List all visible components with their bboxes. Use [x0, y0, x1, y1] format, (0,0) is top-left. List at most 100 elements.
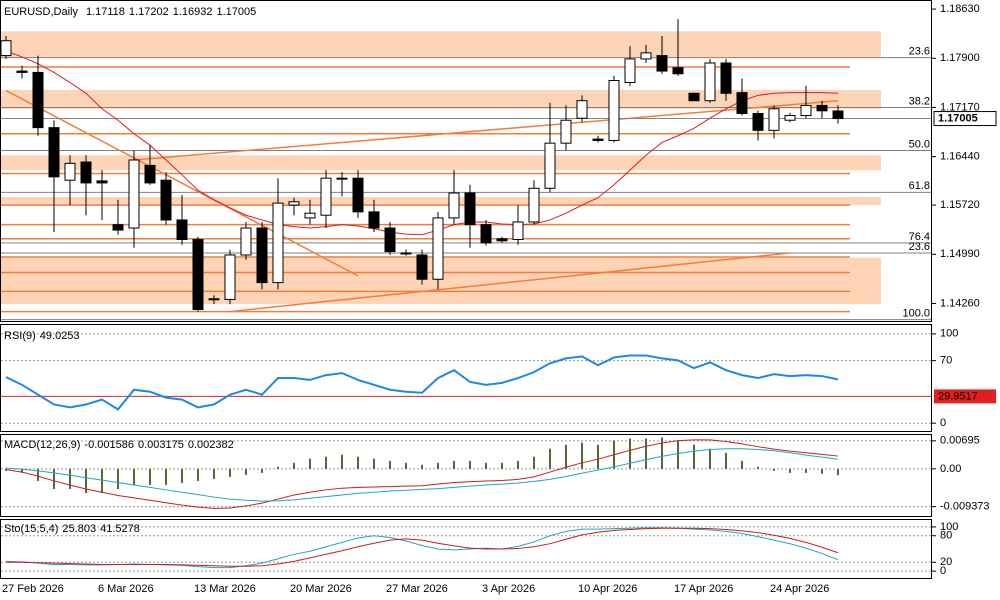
y-tick-label: -0.009373	[940, 501, 990, 513]
symbol: EURUSD,Daily	[4, 6, 78, 18]
candle-body	[464, 192, 476, 226]
candle-body	[624, 58, 636, 84]
histogram-bar	[485, 462, 487, 469]
candle-body	[128, 159, 140, 229]
candle-body	[512, 221, 524, 240]
y-tick-label: 0	[940, 417, 946, 429]
level-label: 29.9517	[938, 390, 978, 402]
main-frame	[0, 0, 932, 322]
candle-body	[704, 62, 716, 102]
candle-body	[592, 138, 604, 141]
histogram-bar	[181, 468, 183, 483]
candle-body	[496, 238, 508, 242]
candle-body	[288, 201, 300, 206]
macd-name: MACD(12,26,9)	[4, 439, 80, 451]
fib-label: 76.4	[909, 231, 930, 243]
histogram-bar	[85, 468, 87, 494]
y-tick-label: 1.18630	[940, 3, 980, 15]
zone	[1, 155, 881, 171]
histogram-bar	[773, 468, 775, 471]
candle-body	[192, 238, 204, 311]
candle-body	[560, 119, 572, 144]
histogram-bar	[517, 460, 519, 469]
histogram-bar	[293, 462, 295, 469]
candle-body	[432, 217, 444, 280]
sto-signal-value: 41.5278	[100, 523, 140, 535]
zone	[1, 31, 881, 58]
histogram-bar	[197, 468, 199, 481]
candle-body	[752, 113, 764, 131]
candle-body	[448, 192, 460, 219]
candle-body	[80, 161, 92, 184]
y-tick-label: 1.17900	[940, 52, 980, 64]
y-tick-label: 1.15720	[940, 199, 980, 211]
histogram-bar	[805, 468, 807, 473]
fib-label: 61.8	[909, 180, 930, 192]
candle-body	[16, 70, 28, 73]
candle-body	[784, 115, 796, 121]
histogram-bar	[165, 468, 167, 485]
histogram-bar	[645, 438, 647, 469]
candle-body	[64, 162, 76, 181]
histogram-bar	[101, 468, 103, 494]
candle-body	[608, 79, 620, 141]
histogram-bar	[261, 468, 263, 473]
histogram-bar	[53, 468, 55, 489]
candle-body	[768, 108, 780, 131]
histogram-bar	[357, 456, 359, 469]
histogram-bar	[581, 442, 583, 469]
fib-label: 50.0	[909, 138, 930, 150]
candle-body	[384, 227, 396, 253]
fib-label: 23.6	[909, 241, 930, 253]
histogram-bar	[133, 468, 135, 485]
histogram-bar	[421, 464, 423, 469]
x-tick-label: 27 Mar 2026	[386, 583, 448, 595]
x-tick-label: 20 Mar 2026	[290, 583, 352, 595]
histogram-bar	[789, 468, 791, 473]
fib-label: 23.6	[909, 45, 930, 57]
histogram-bar	[661, 437, 663, 469]
histogram-bar	[117, 468, 119, 489]
histogram-bar	[69, 468, 71, 489]
y-tick-label: 1.17170	[940, 101, 980, 113]
macd-line	[5, 448, 839, 502]
y-tick-label: 1.14990	[940, 248, 980, 260]
candle-body	[400, 252, 412, 255]
macd-line	[5, 439, 839, 509]
y-tick-label: 70	[940, 355, 952, 367]
candle-body	[112, 224, 124, 231]
candle-body	[336, 177, 348, 180]
price-label: 1.17005	[938, 112, 978, 124]
candle-body	[32, 71, 44, 129]
histogram-bar	[741, 460, 743, 469]
sto-frame	[0, 519, 932, 579]
candle-body	[256, 227, 268, 284]
histogram-bar	[501, 462, 503, 469]
histogram-bar	[837, 468, 839, 476]
histogram-bar	[709, 448, 711, 469]
histogram-bar	[677, 440, 679, 469]
sto-main-value: 25.803	[62, 523, 96, 535]
fib-label: 100.0	[902, 308, 930, 320]
x-tick-label: 3 Apr 2026	[482, 583, 535, 595]
macd-signal-value: 0.002382	[188, 439, 234, 451]
candle-body	[224, 254, 236, 300]
histogram-bar	[149, 468, 151, 485]
candle-body	[832, 110, 844, 120]
trend-line	[133, 99, 839, 161]
main-title: EURUSD,Daily 1.17118 1.17202 1.16932 1.17005	[4, 6, 256, 18]
candle-body	[272, 202, 284, 284]
histogram-bar	[213, 468, 215, 479]
sto-title: Sto(15,5,4) 25.803 41.5278	[4, 523, 140, 535]
candle-body	[656, 55, 668, 72]
candle-body	[160, 179, 172, 221]
candle-body	[320, 177, 332, 216]
sto-name: Sto(15,5,4)	[4, 523, 58, 535]
trend-line	[229, 252, 791, 313]
candle-body	[688, 92, 700, 102]
candle-body	[368, 211, 380, 229]
histogram-bar	[437, 462, 439, 469]
histogram-bar	[549, 448, 551, 469]
